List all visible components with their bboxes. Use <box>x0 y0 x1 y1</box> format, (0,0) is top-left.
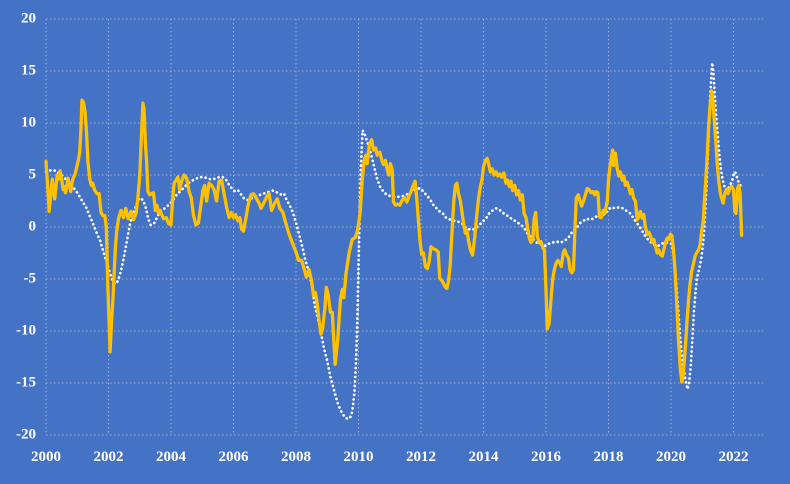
x-tick-label: 2004 <box>156 449 186 465</box>
x-tick-label: 2008 <box>281 449 311 465</box>
x-tick-label: 2020 <box>656 449 686 465</box>
y-tick-label: 5 <box>28 166 37 183</box>
x-tick-label: 2014 <box>468 449 499 465</box>
y-tick-label: -20 <box>16 426 36 443</box>
x-tick-label: 2022 <box>718 449 749 465</box>
series-orange-solid <box>44 89 744 384</box>
y-tick-label: 20 <box>21 10 36 27</box>
x-tick-label: 2010 <box>343 449 374 465</box>
x-tick-label: 2002 <box>93 449 124 465</box>
x-tick-label: 2006 <box>218 449 249 465</box>
x-tick-label: 2016 <box>531 449 561 465</box>
series-white-dotted <box>44 62 743 420</box>
x-tick-label: 2000 <box>31 449 61 465</box>
y-tick-label: -5 <box>23 270 37 287</box>
y-tick-label: 10 <box>21 114 36 131</box>
x-tick-label: 2018 <box>593 449 624 465</box>
y-tick-label: 0 <box>28 218 37 235</box>
x-tick-label: 2012 <box>406 449 436 465</box>
y-tick-label: 15 <box>21 62 36 79</box>
y-tick-label: -15 <box>16 374 36 391</box>
y-tick-label: -10 <box>16 322 36 339</box>
